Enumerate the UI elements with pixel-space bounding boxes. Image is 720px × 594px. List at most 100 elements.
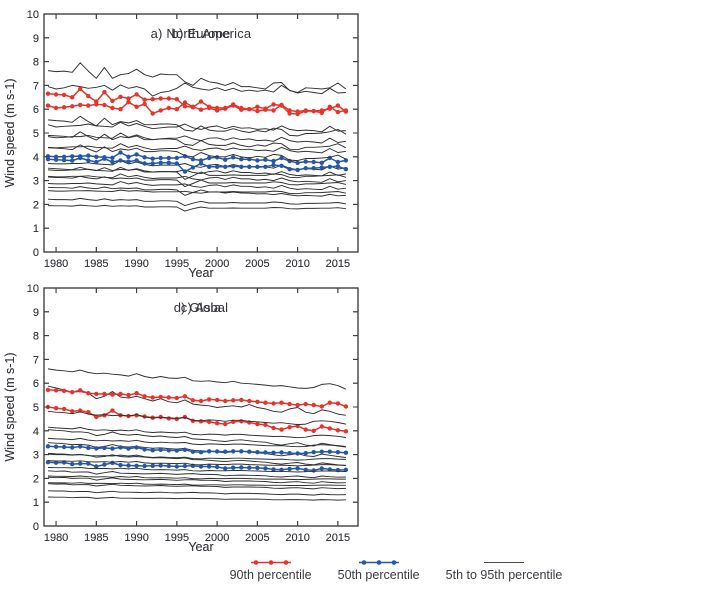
x-axis-label: Year <box>188 266 214 280</box>
x-axis-label: Year <box>188 266 214 280</box>
svg-text:2015: 2015 <box>326 532 350 544</box>
svg-text:2010: 2010 <box>285 532 309 544</box>
svg-text:1980: 1980 <box>44 258 68 270</box>
svg-text:2005: 2005 <box>245 258 269 270</box>
x-axis-label: Year <box>188 540 214 554</box>
svg-text:3: 3 <box>33 450 39 462</box>
panel-title-global: d) Global <box>173 300 229 315</box>
svg-text:1985: 1985 <box>84 532 108 544</box>
chart-global: 1980 1985 1990 1995 2000 2005 2010 2015 0 1 2 3 4 5 6 7… <box>27 283 359 544</box>
svg-text:1995: 1995 <box>165 258 189 270</box>
legend-item-50th-percentile: 50th percentile <box>338 558 420 582</box>
svg-text:1990: 1990 <box>124 532 148 544</box>
svg-text:2: 2 <box>33 473 39 485</box>
svg-text:8: 8 <box>33 331 39 343</box>
y-axis-label: Wind speed (m s-1) <box>3 78 17 188</box>
svg-text:1985: 1985 <box>84 258 108 270</box>
svg-text:2: 2 <box>33 199 39 211</box>
svg-text:5: 5 <box>33 402 39 414</box>
svg-text:1995: 1995 <box>165 532 189 544</box>
chart-europe: 1980 1985 1990 1995 2000 2005 2010 2015 0 1 2 3 4 5 6 7… <box>27 9 359 270</box>
svg-text:8: 8 <box>33 331 39 343</box>
svg-text:4: 4 <box>33 152 39 164</box>
legend-item-90th-percentile: 90th percentile <box>230 558 312 582</box>
svg-text:2000: 2000 <box>205 532 229 544</box>
svg-text:9: 9 <box>33 33 39 45</box>
svg-text:1980: 1980 <box>44 532 68 544</box>
svg-text:6: 6 <box>33 104 39 116</box>
svg-text:6: 6 <box>33 378 39 390</box>
svg-text:4: 4 <box>33 426 39 438</box>
panel-north-america: 1980 1985 1990 1995 2000 2005 2010 2015 0 1 2 3 4 5 6 7… <box>0 0 360 283</box>
legend-label: 5th to 95th percentile <box>445 568 563 582</box>
svg-text:9: 9 <box>33 307 39 319</box>
x-axis-label: Year <box>188 540 214 554</box>
svg-text:0: 0 <box>33 521 39 533</box>
svg-text:9: 9 <box>33 33 39 45</box>
svg-text:0: 0 <box>33 521 39 533</box>
svg-text:2010: 2010 <box>285 258 309 270</box>
svg-text:2010: 2010 <box>285 532 309 544</box>
svg-text:2000: 2000 <box>205 258 229 270</box>
legend-label: 50th percentile <box>337 568 420 582</box>
panel-title-europe: b) Europe <box>171 26 231 41</box>
red-line-sample-icon <box>250 560 291 565</box>
svg-text:3: 3 <box>33 176 39 188</box>
svg-text:8: 8 <box>33 57 39 69</box>
svg-text:1: 1 <box>33 497 39 509</box>
svg-text:10: 10 <box>27 9 39 21</box>
legend-item-5th-95th-percentile: 5th to 95th percentile <box>445 558 563 582</box>
svg-text:1: 1 <box>33 223 39 235</box>
panel-europe: 1980 1985 1990 1995 2000 2005 2010 2015 0 1 2 3 4 5 6 7… <box>0 0 360 283</box>
legend-label: 90th percentile <box>229 568 312 582</box>
panel-global: 1980 1985 1990 1995 2000 2005 2010 2015 0 1 2 3 4 5 6 7… <box>0 274 360 557</box>
svg-text:1: 1 <box>33 223 39 235</box>
y-axis-label: Wind speed (m s-1) <box>3 352 17 462</box>
svg-text:7: 7 <box>33 354 39 366</box>
svg-text:2015: 2015 <box>326 532 350 544</box>
svg-text:2005: 2005 <box>245 258 269 270</box>
svg-text:2010: 2010 <box>285 258 309 270</box>
svg-text:2005: 2005 <box>245 532 269 544</box>
svg-text:2: 2 <box>33 473 39 485</box>
svg-text:1985: 1985 <box>84 258 108 270</box>
svg-text:1: 1 <box>33 497 39 509</box>
svg-text:6: 6 <box>33 378 39 390</box>
svg-text:1990: 1990 <box>124 532 148 544</box>
svg-text:8: 8 <box>33 57 39 69</box>
svg-text:10: 10 <box>27 9 39 21</box>
svg-text:1995: 1995 <box>165 258 189 270</box>
svg-text:2: 2 <box>33 199 39 211</box>
svg-text:5: 5 <box>33 128 39 140</box>
panel-title-north-america: a) North America <box>150 26 252 41</box>
svg-text:3: 3 <box>33 176 39 188</box>
svg-text:7: 7 <box>33 80 39 92</box>
svg-text:3: 3 <box>33 450 39 462</box>
svg-text:1980: 1980 <box>44 258 68 270</box>
svg-text:0: 0 <box>33 247 39 259</box>
svg-text:9: 9 <box>33 307 39 319</box>
svg-text:2000: 2000 <box>205 532 229 544</box>
svg-text:10: 10 <box>27 283 39 295</box>
svg-text:2000: 2000 <box>205 258 229 270</box>
svg-text:0: 0 <box>33 247 39 259</box>
svg-text:5: 5 <box>33 402 39 414</box>
panel-title-asia: c) Asia <box>180 300 222 315</box>
svg-text:2015: 2015 <box>326 258 350 270</box>
svg-text:1980: 1980 <box>44 532 68 544</box>
svg-text:1985: 1985 <box>84 532 108 544</box>
svg-text:2005: 2005 <box>245 532 269 544</box>
svg-text:7: 7 <box>33 80 39 92</box>
svg-text:2015: 2015 <box>326 258 350 270</box>
svg-text:4: 4 <box>33 152 39 164</box>
svg-text:4: 4 <box>33 426 39 438</box>
svg-text:1995: 1995 <box>165 532 189 544</box>
svg-text:1990: 1990 <box>124 258 148 270</box>
svg-text:5: 5 <box>33 128 39 140</box>
svg-text:7: 7 <box>33 354 39 366</box>
svg-text:1990: 1990 <box>124 258 148 270</box>
black-line-sample-icon <box>484 562 525 563</box>
svg-text:6: 6 <box>33 104 39 116</box>
blue-line-sample-icon <box>358 560 399 565</box>
